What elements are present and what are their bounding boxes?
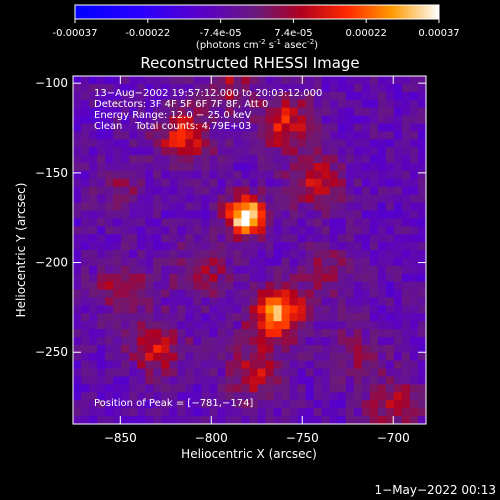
colorbar-unit-label: (photons cm-2 s-1 asec-2) bbox=[196, 38, 318, 51]
annotation-time-range: 13−Aug−2002 19:57:12.000 to 20:03:12.000 bbox=[94, 88, 322, 99]
annotation-energy-range: Energy Range: 12.0 − 25.0 keV bbox=[94, 110, 251, 121]
annotation-block: 13−Aug−2002 19:57:12.000 to 20:03:12.000… bbox=[94, 88, 322, 132]
x-tick-label: −750 bbox=[286, 431, 319, 445]
x-axis-label: Heliocentric X (arcsec) bbox=[181, 447, 317, 461]
axis-ticks: −850 −800 −750 −700 −100 −150 −200 −250 bbox=[35, 76, 426, 445]
annotation-clean-counts: Clean Total counts: 4.79E+03 bbox=[94, 121, 251, 132]
y-tick-label: −100 bbox=[35, 76, 68, 90]
y-axis-label: Heliocentric Y (arcsec) bbox=[14, 183, 28, 318]
colorbar-tick-label: 7.4e-05 bbox=[274, 28, 312, 39]
y-tick-label: −250 bbox=[35, 345, 68, 359]
x-tick-label: −800 bbox=[195, 431, 228, 445]
y-tick-label: −150 bbox=[35, 166, 68, 180]
plot-frame bbox=[72, 75, 427, 425]
peak-position-label: Position of Peak = [−781,−174] bbox=[94, 398, 253, 409]
y-tick-label: −200 bbox=[35, 256, 68, 270]
colorbar-tick-label: -7.4e-05 bbox=[200, 28, 242, 39]
chart-title: Reconstructed RHESSI Image bbox=[140, 54, 359, 72]
colorbar-tick-label: 0.00037 bbox=[418, 28, 459, 39]
colorbar-gradient bbox=[74, 4, 440, 20]
footer-timestamp: 1−May−2022 00:13 bbox=[375, 483, 497, 497]
x-tick-label: −700 bbox=[377, 431, 410, 445]
colorbar-tick-label: 0.00022 bbox=[346, 28, 387, 39]
colorbar-tick-label: -0.00022 bbox=[125, 28, 170, 39]
colorbar-tick-label: -0.00037 bbox=[53, 28, 98, 39]
annotation-detectors: Detectors: 3F 4F 5F 6F 7F 8F, Att 0 bbox=[94, 99, 268, 110]
heatmap-image bbox=[73, 76, 427, 425]
x-tick-label: −850 bbox=[104, 431, 137, 445]
colorbar: -0.00037 -0.00022 -7.4e-05 7.4e-05 0.00022 0.… bbox=[53, 4, 460, 51]
